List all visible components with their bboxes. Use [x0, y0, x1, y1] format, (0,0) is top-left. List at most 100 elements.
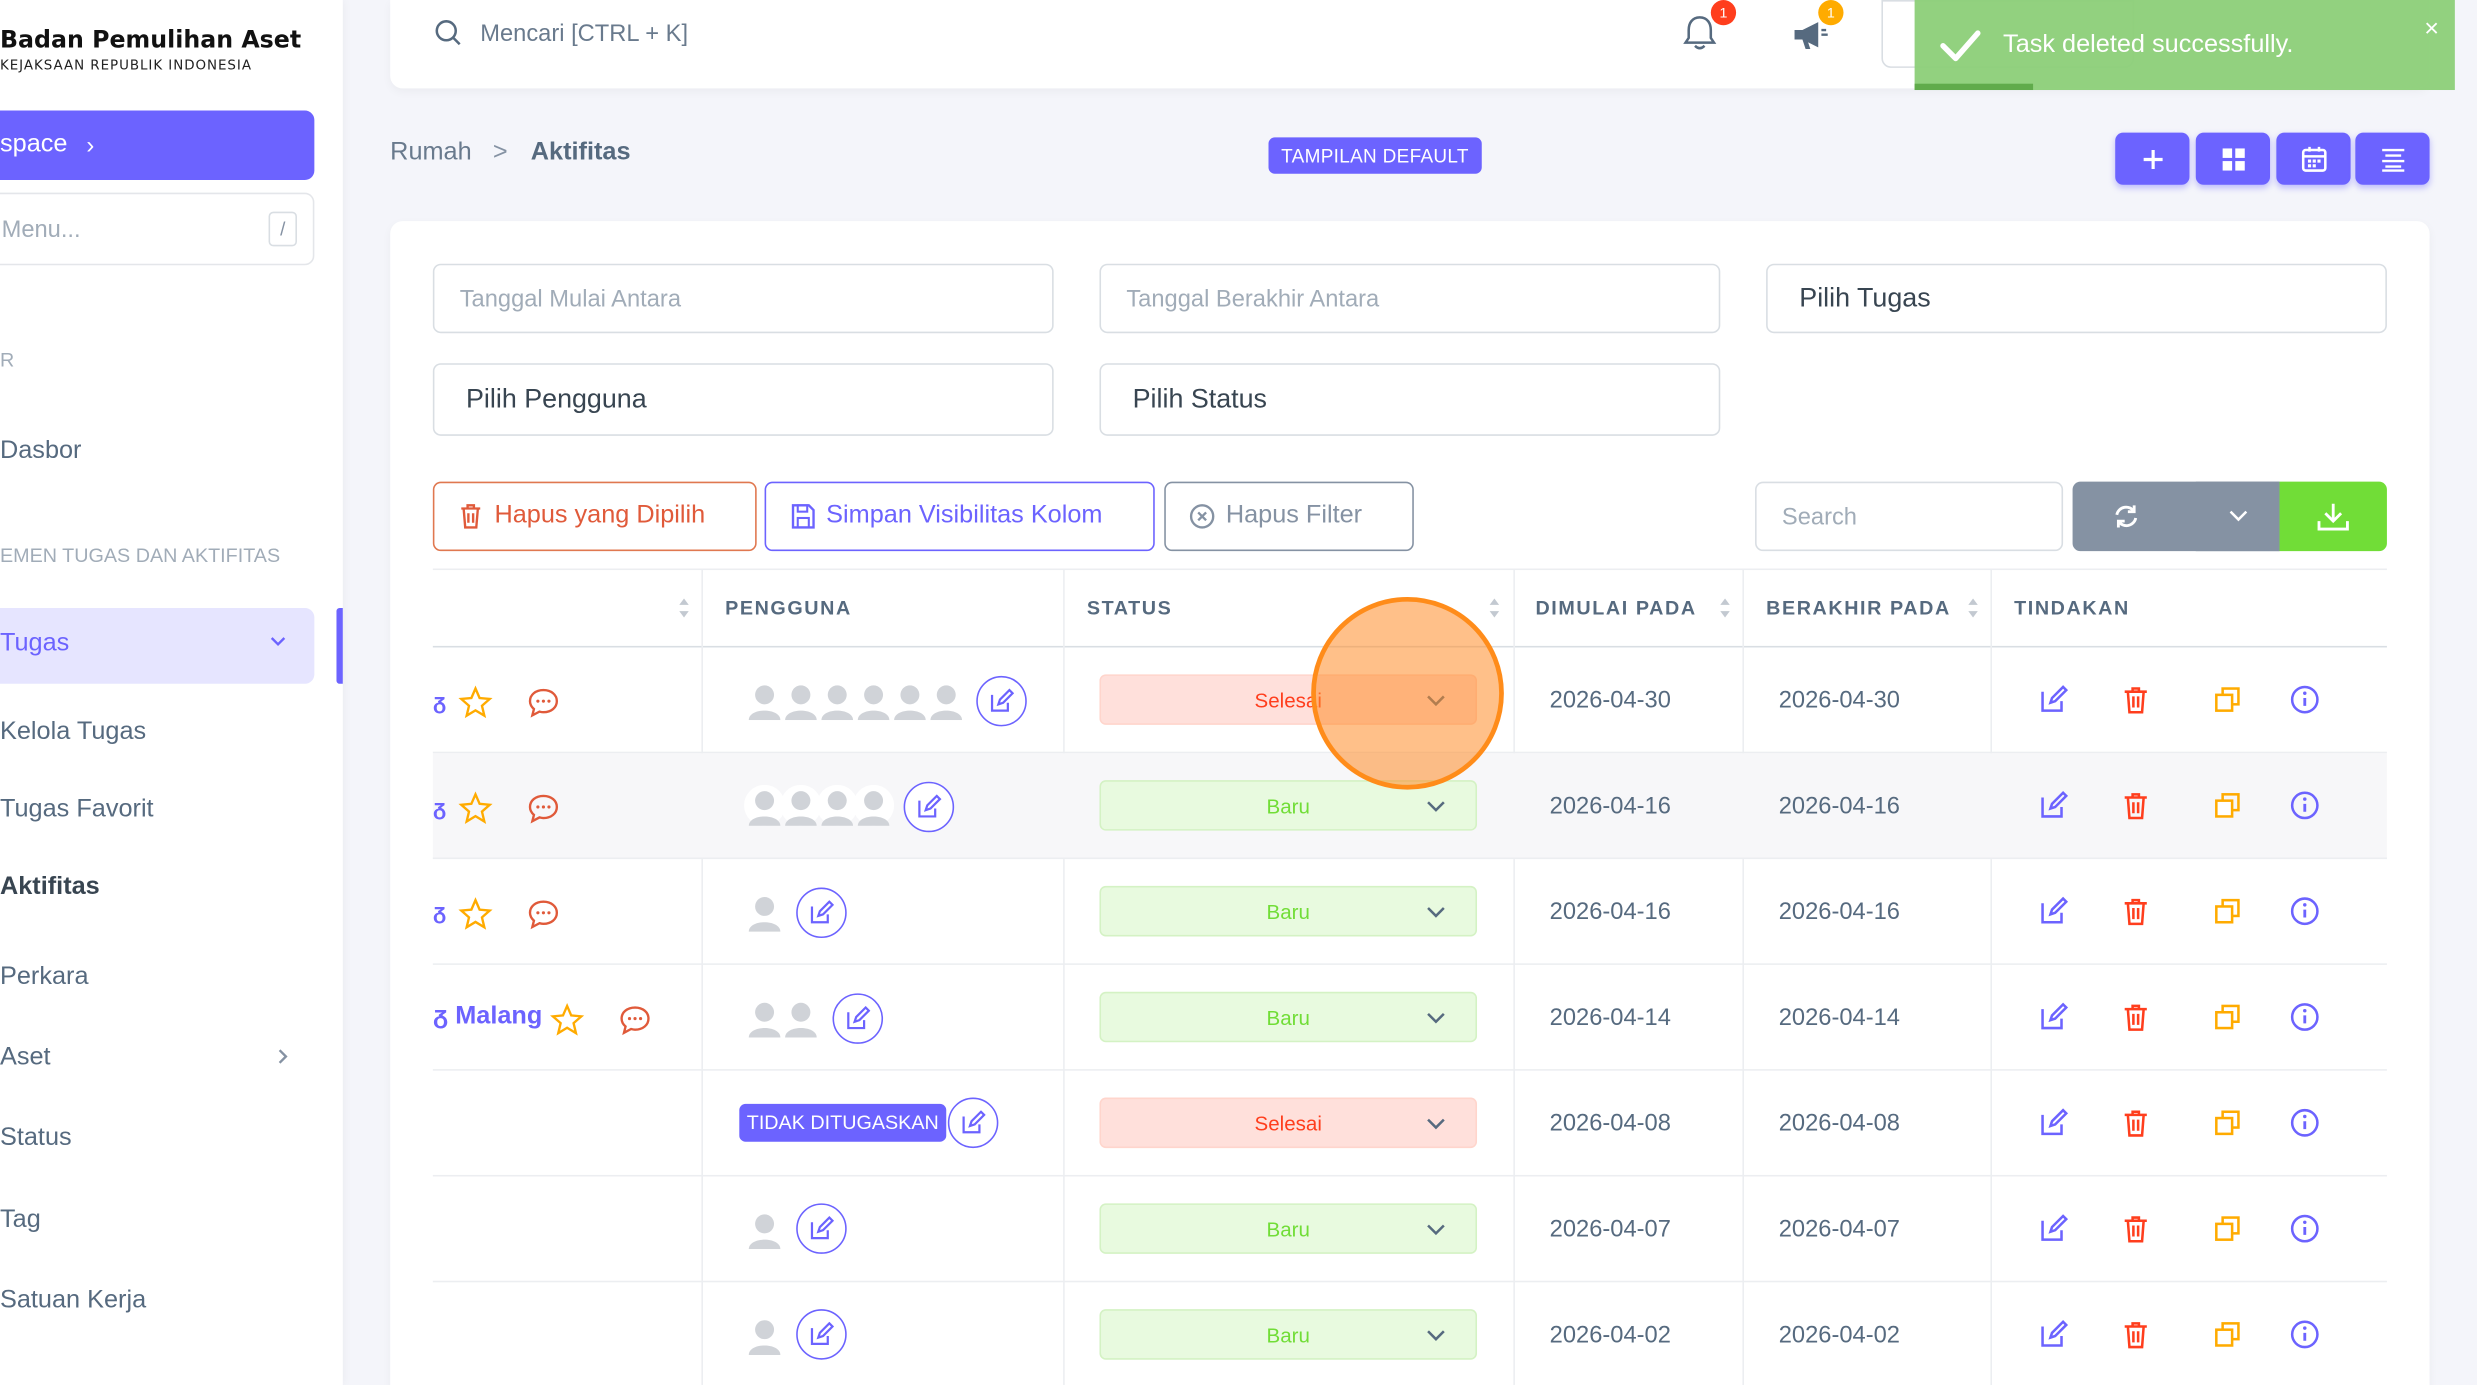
info-button[interactable] — [2289, 1319, 2321, 1358]
comment-icon[interactable] — [526, 897, 561, 932]
sort-icon[interactable] — [1486, 595, 1502, 620]
delete-selected-button[interactable]: Hapus yang Dipilih — [432, 481, 757, 552]
info-button[interactable] — [2289, 1107, 2321, 1146]
sidebar-item-perkara[interactable]: Perkara — [0, 963, 89, 991]
delete-button[interactable] — [2120, 1001, 2152, 1040]
toast-close-button[interactable]: × — [2424, 15, 2440, 43]
start-date-range-filter[interactable]: Tanggal Mulai Antara — [432, 263, 1054, 334]
sort-icon[interactable] — [676, 595, 692, 620]
edit-assignees-button[interactable] — [832, 993, 884, 1044]
delete-button[interactable] — [2120, 1213, 2152, 1252]
table-row[interactable] — [432, 1177, 2387, 1283]
table-search-input[interactable]: Search — [1755, 481, 2064, 552]
delete-button[interactable] — [2120, 895, 2152, 934]
edit-assignees-button[interactable] — [947, 1097, 999, 1149]
sidebar-item-aktifitas[interactable]: Aktifitas — [0, 873, 100, 901]
comment-icon[interactable] — [526, 685, 561, 720]
edit-assignees-button[interactable] — [796, 1203, 847, 1254]
status-dropdown[interactable]: Selesai — [1099, 1097, 1478, 1149]
sort-icon[interactable] — [1965, 595, 1981, 620]
status-dropdown[interactable]: Baru — [1099, 1309, 1478, 1360]
megaphone-icon[interactable] — [1790, 16, 1831, 54]
workspace-button[interactable]: space › — [0, 110, 315, 181]
column-header-user[interactable]: PENGGUNA — [725, 596, 852, 620]
global-search-input[interactable]: Mencari [CTRL + K] — [480, 20, 689, 48]
info-button[interactable] — [2289, 1001, 2321, 1040]
start-date: 2026-04-30 — [1549, 686, 1671, 714]
duplicate-button[interactable] — [2212, 895, 2244, 934]
duplicate-button[interactable] — [2212, 1319, 2244, 1358]
save-column-visibility-button[interactable]: Simpan Visibilitas Kolom — [764, 481, 1155, 552]
edit-button[interactable] — [2038, 1001, 2070, 1040]
star-icon[interactable] — [458, 897, 493, 932]
delete-button[interactable] — [2120, 684, 2152, 723]
delete-button[interactable] — [2120, 1319, 2152, 1358]
sidebar-item-aset[interactable]: Aset — [0, 1043, 51, 1071]
export-button[interactable] — [2279, 481, 2387, 552]
task-name[interactable]: ᵹ Malang — [432, 1002, 543, 1030]
menu-search-input[interactable]: Menu... / — [0, 192, 315, 266]
refresh-dropdown-toggle[interactable] — [2195, 481, 2280, 552]
end-date-range-filter[interactable]: Tanggal Berakhir Antara — [1099, 263, 1721, 334]
view-badge[interactable]: TAMPILAN DEFAULT — [1268, 137, 1482, 174]
edit-assignees-button[interactable] — [796, 887, 847, 939]
edit-button[interactable] — [2038, 1107, 2070, 1146]
task-name-cut[interactable]: ᵹ — [432, 794, 447, 820]
status-dropdown[interactable]: Baru — [1099, 885, 1478, 937]
sidebar-item-tugas[interactable] — [0, 607, 315, 684]
task-name-cut[interactable]: ᵹ — [432, 688, 447, 714]
duplicate-button[interactable] — [2212, 684, 2244, 723]
status-dropdown[interactable]: Baru — [1099, 991, 1478, 1043]
task-name-cut[interactable]: ᵹ — [432, 898, 447, 924]
clear-filter-button[interactable]: Hapus Filter — [1164, 481, 1414, 552]
edit-icon — [2038, 1214, 2070, 1251]
status-select[interactable]: Pilih Status — [1099, 363, 1721, 436]
edit-assignees-button[interactable] — [976, 675, 1027, 727]
task-select[interactable]: Pilih Tugas — [1766, 263, 2387, 334]
edit-button[interactable] — [2038, 790, 2070, 829]
edit-button[interactable] — [2038, 895, 2070, 934]
info-button[interactable] — [2289, 1213, 2321, 1252]
duplicate-button[interactable] — [2212, 1107, 2244, 1146]
sidebar-item-kelola-tugas[interactable]: Kelola Tugas — [0, 718, 147, 746]
edit-button[interactable] — [2038, 1213, 2070, 1252]
star-icon[interactable] — [458, 791, 493, 826]
comment-icon[interactable] — [618, 1003, 653, 1038]
duplicate-button[interactable] — [2212, 790, 2244, 829]
delete-button[interactable] — [2120, 790, 2152, 829]
bell-icon[interactable] — [1679, 13, 1720, 54]
table-row[interactable] — [432, 965, 2387, 1071]
column-header-status[interactable]: STATUS — [1086, 596, 1173, 620]
delete-button[interactable] — [2120, 1107, 2152, 1146]
list-view-button[interactable] — [2355, 132, 2430, 185]
column-header-start[interactable]: DIMULAI PADA — [1535, 596, 1697, 620]
sidebar-item-status[interactable]: Status — [0, 1124, 72, 1152]
info-button[interactable] — [2289, 790, 2321, 829]
edit-button[interactable] — [2038, 1319, 2070, 1358]
edit-assignees-button[interactable] — [796, 1309, 847, 1360]
info-button[interactable] — [2289, 684, 2321, 723]
info-button[interactable] — [2289, 895, 2321, 934]
calendar-icon — [2301, 146, 2326, 172]
column-header-end[interactable]: BERAKHIR PADA — [1766, 596, 1951, 620]
sidebar-item-dasbor[interactable]: Dasbor — [0, 437, 82, 465]
star-icon[interactable] — [458, 685, 493, 720]
edit-assignees-button[interactable] — [903, 781, 955, 833]
grid-view-button[interactable] — [2195, 132, 2271, 185]
table-row[interactable] — [432, 859, 2387, 965]
status-dropdown[interactable]: Baru — [1099, 1203, 1478, 1254]
sidebar-item-satuan-kerja[interactable]: Satuan Kerja — [0, 1287, 147, 1314]
star-icon[interactable] — [550, 1002, 585, 1038]
add-button[interactable] — [2115, 132, 2190, 185]
duplicate-button[interactable] — [2212, 1001, 2244, 1040]
sidebar-item-tugas-favorit[interactable]: Tugas Favorit — [0, 795, 154, 823]
edit-button[interactable] — [2038, 684, 2070, 723]
calendar-view-button[interactable] — [2276, 132, 2351, 185]
duplicate-button[interactable] — [2212, 1213, 2244, 1252]
user-select[interactable]: Pilih Pengguna — [432, 363, 1054, 436]
sidebar-item-tag[interactable]: Tag — [0, 1206, 41, 1234]
sort-icon[interactable] — [1717, 595, 1733, 620]
table-row[interactable] — [432, 1071, 2387, 1177]
breadcrumb-home[interactable]: Rumah — [390, 138, 472, 166]
comment-icon[interactable] — [526, 791, 561, 826]
